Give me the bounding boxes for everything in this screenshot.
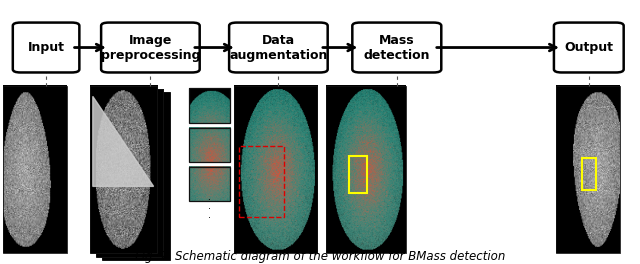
Bar <box>349 156 367 193</box>
Bar <box>189 167 230 201</box>
Text: Data
augmentation: Data augmentation <box>229 34 328 62</box>
FancyBboxPatch shape <box>13 23 79 73</box>
Bar <box>189 88 230 123</box>
Text: Mass
detection: Mass detection <box>364 34 430 62</box>
FancyBboxPatch shape <box>229 23 328 73</box>
Text: Output: Output <box>564 41 613 54</box>
Bar <box>239 146 284 216</box>
Bar <box>189 128 230 162</box>
FancyBboxPatch shape <box>352 23 442 73</box>
Bar <box>326 86 406 253</box>
Bar <box>3 86 67 253</box>
Polygon shape <box>93 96 154 186</box>
FancyBboxPatch shape <box>554 23 624 73</box>
Bar <box>96 89 163 257</box>
FancyBboxPatch shape <box>101 23 200 73</box>
Bar <box>556 86 620 253</box>
Text: Input: Input <box>28 41 65 54</box>
Text: Image
preprocessing: Image preprocessing <box>100 34 200 62</box>
Bar <box>582 158 596 190</box>
Text: ·
·
·: · · · <box>208 195 211 223</box>
Bar <box>234 86 317 253</box>
Bar <box>102 92 170 260</box>
Text: Fig. 2  Schematic diagram of the workflow for BMass detection: Fig. 2 Schematic diagram of the workflow… <box>135 250 505 263</box>
Bar <box>90 86 157 253</box>
